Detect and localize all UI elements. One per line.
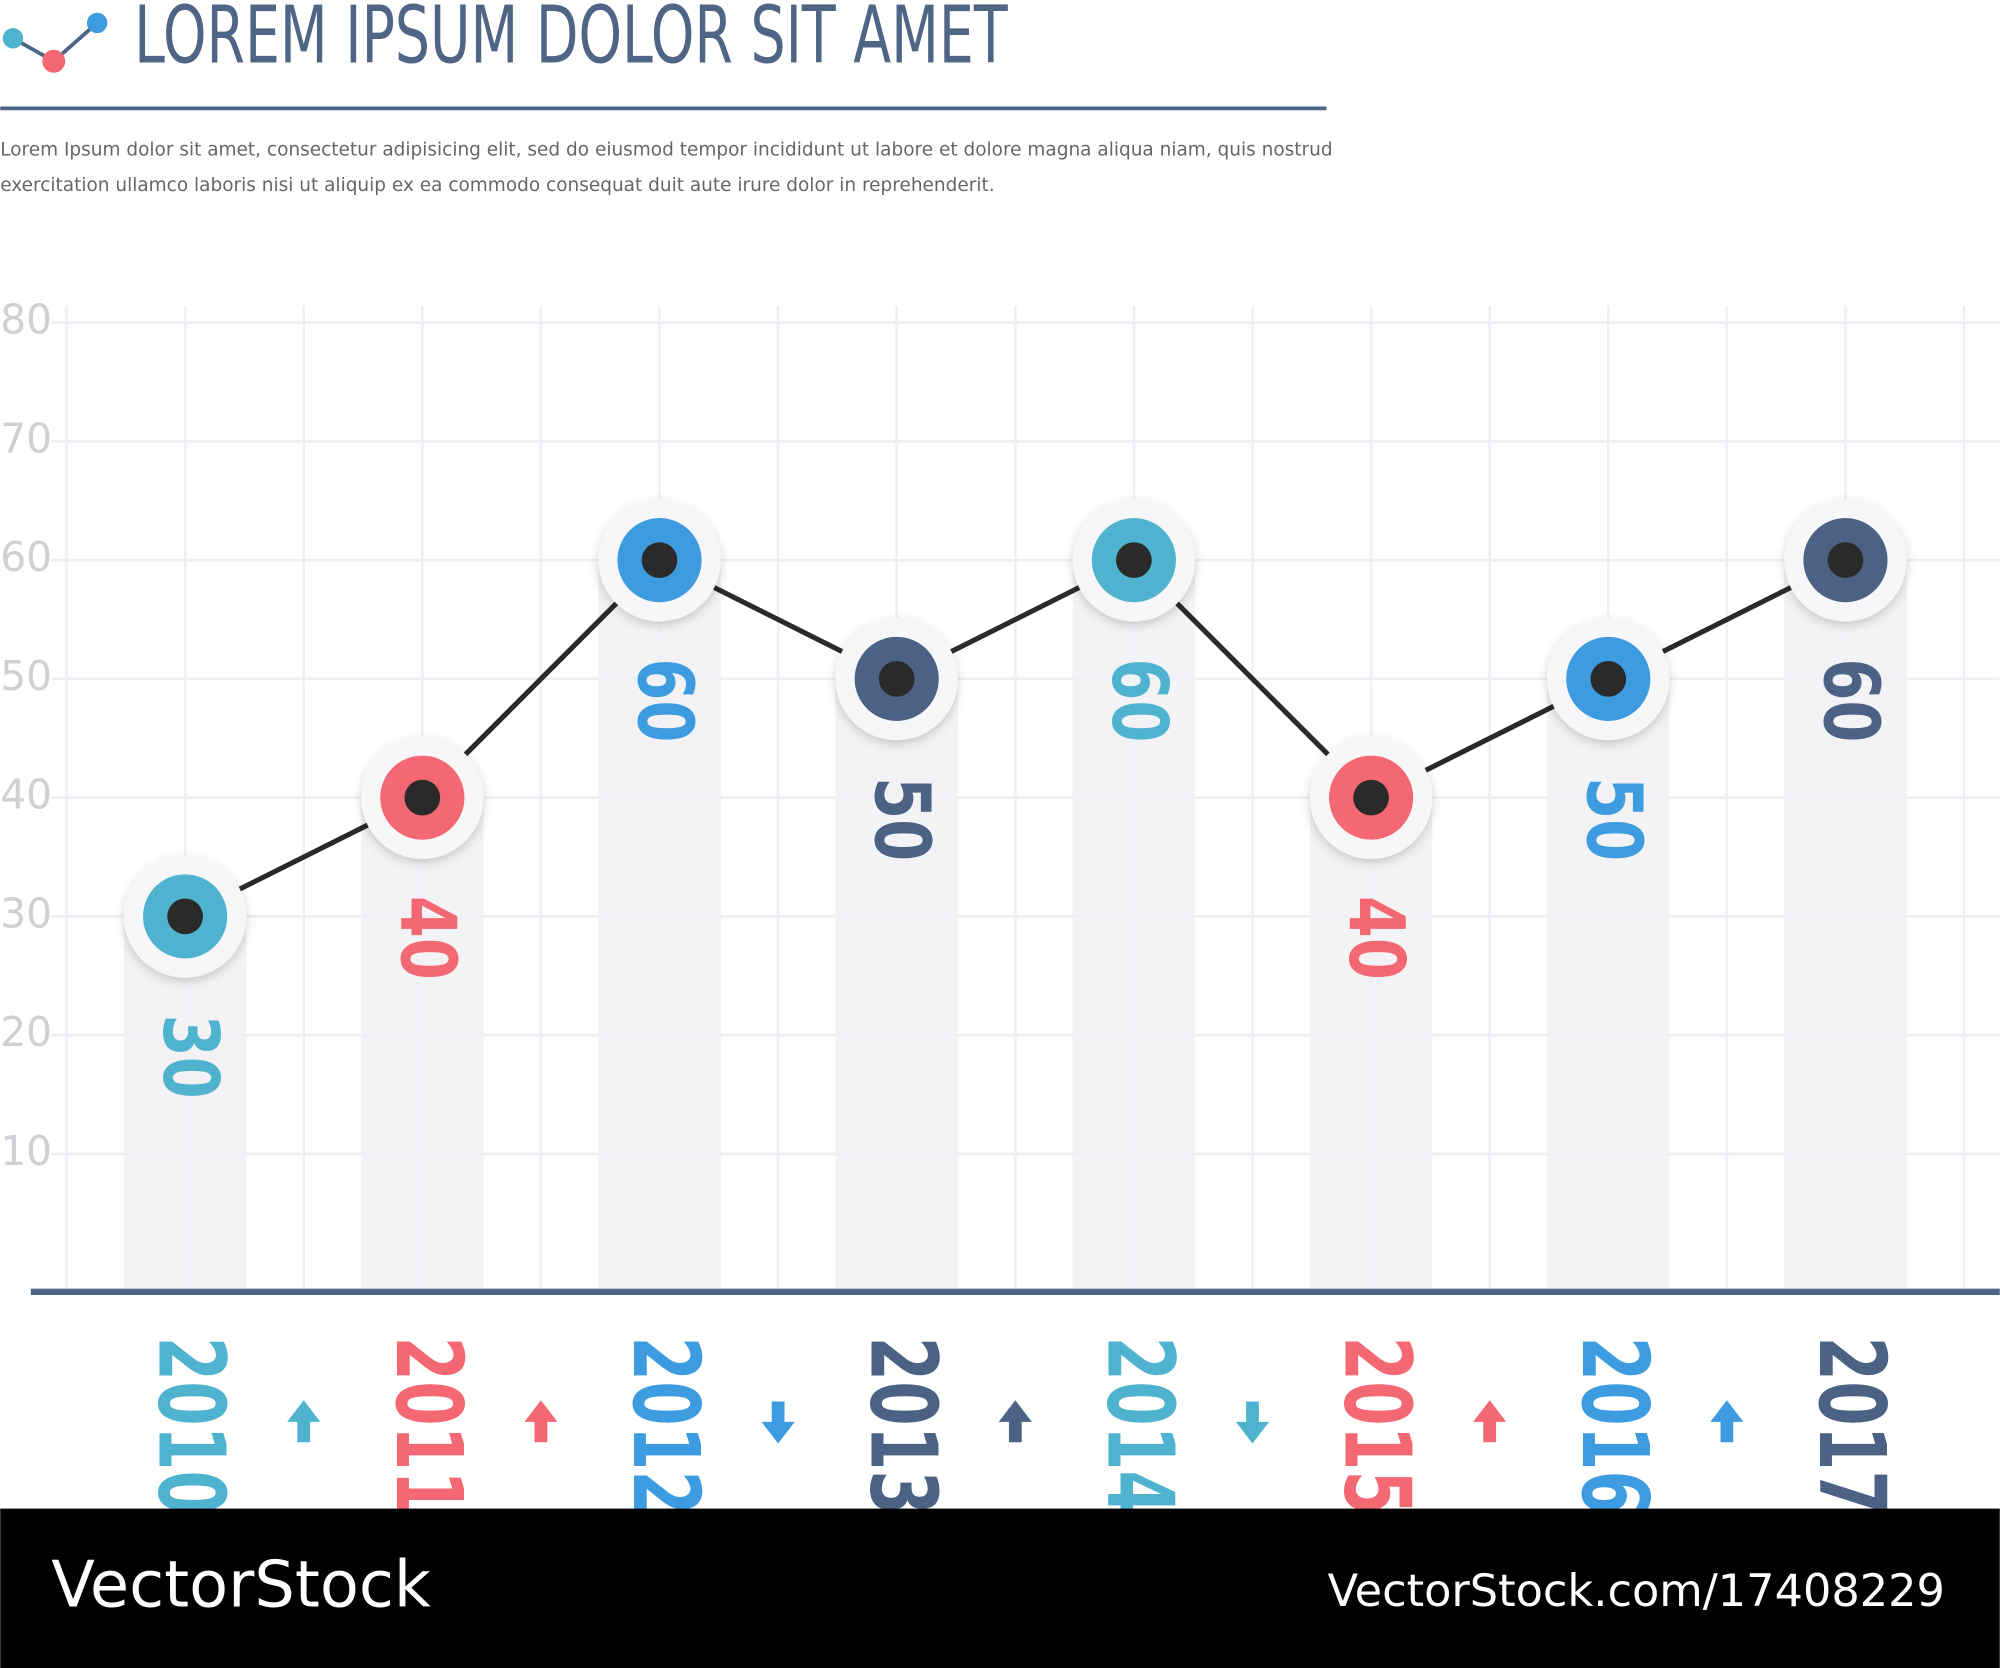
- column: [835, 678, 958, 1288]
- x-tick-label: 2014: [1087, 1336, 1194, 1515]
- trend-arrow: [761, 1401, 795, 1444]
- x-tick-label: 2016: [1561, 1336, 1668, 1515]
- value-label: 60: [1805, 658, 1894, 742]
- footer-bar: [0, 1508, 2000, 1668]
- column: [598, 560, 721, 1288]
- y-tick-label: 80: [0, 296, 52, 344]
- column: [361, 797, 484, 1288]
- x-tick-label: 2013: [849, 1336, 956, 1515]
- trend-arrow: [287, 1400, 321, 1443]
- column: [1547, 678, 1670, 1288]
- x-tick-label: 2012: [612, 1336, 719, 1515]
- point-center: [167, 898, 203, 935]
- column: [1309, 797, 1433, 1288]
- plot: 30 2010 40 2011 60 2012 50 2013 60 2014 40 2015 50 20…: [30, 498, 2000, 1515]
- point-center: [1590, 661, 1627, 697]
- x-tick-label: 2015: [1324, 1336, 1431, 1515]
- y-tick-label: 50: [0, 652, 52, 700]
- trend-arrow: [524, 1400, 558, 1443]
- column: [123, 916, 247, 1288]
- subtitle: exercitation ullamco laboris nisi ut ali…: [0, 175, 994, 196]
- chart-title: LOREM IPSUM DOLOR SIT AMET: [134, 0, 1008, 81]
- grid: 10 20 30 40 50 60 70 80: [0, 296, 2000, 1288]
- subtitle: Lorem Ipsum dolor sit amet, consectetur …: [0, 139, 1332, 160]
- y-tick-label: 30: [0, 889, 52, 937]
- value-label: 60: [620, 658, 709, 742]
- point-center: [1353, 779, 1389, 816]
- value-label: 50: [857, 777, 946, 861]
- column: [1072, 560, 1196, 1288]
- y-tick-label: 20: [0, 1008, 52, 1056]
- value-label: 40: [1331, 896, 1420, 980]
- point-center: [1116, 542, 1152, 578]
- trend-arrow: [1710, 1400, 1744, 1443]
- footer-url: VectorStock.com/17408229: [1328, 1565, 1945, 1617]
- x-tick-label: 2010: [138, 1336, 245, 1515]
- x-tick-label: 2011: [375, 1336, 482, 1515]
- trend-arrow: [1235, 1401, 1270, 1444]
- value-label: 40: [382, 896, 471, 980]
- column: [1784, 560, 1907, 1288]
- point-center: [1827, 542, 1864, 578]
- y-tick-label: 70: [0, 414, 52, 462]
- point-center: [641, 542, 678, 578]
- value-label: 30: [145, 1015, 234, 1099]
- value-label: 50: [1568, 777, 1657, 861]
- y-tick-label: 10: [0, 1127, 52, 1175]
- value-label: 60: [1094, 658, 1183, 742]
- logo-icon: [2, 12, 108, 73]
- point-center: [404, 779, 441, 816]
- y-tick-label: 40: [0, 771, 52, 819]
- y-tick-label: 60: [0, 533, 52, 581]
- footer-brand: VectorStock: [51, 1549, 431, 1623]
- trend-arrow: [1473, 1400, 1507, 1443]
- point-center: [878, 661, 915, 697]
- x-tick-label: 2017: [1798, 1336, 1905, 1515]
- trend-arrow: [998, 1400, 1032, 1443]
